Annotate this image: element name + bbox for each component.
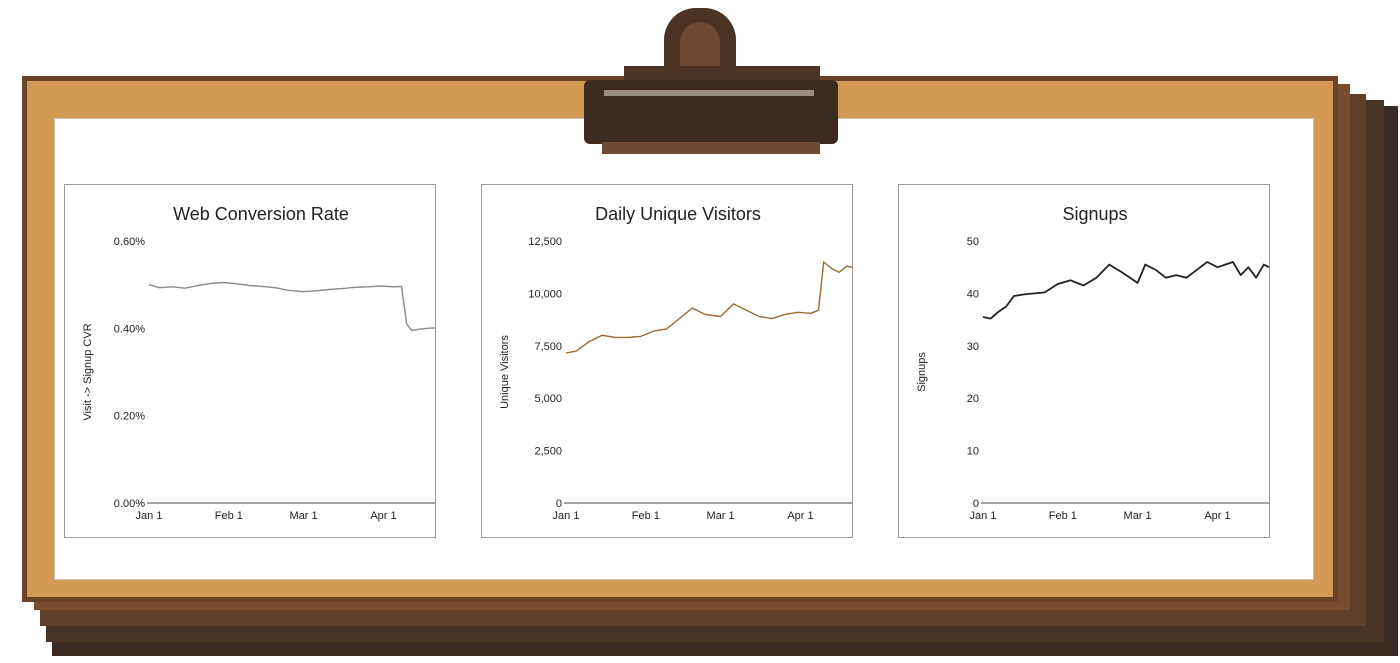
chart-title: Signups — [1062, 204, 1127, 224]
x-tick-label: Apr 1 — [370, 510, 396, 522]
y-tick-label: 0.40% — [114, 323, 145, 335]
clipboard-clip-lip — [602, 142, 820, 154]
x-tick-label: Feb 1 — [1049, 510, 1077, 522]
clipboard-clip-highlight — [604, 90, 814, 96]
y-tick-label: 20 — [967, 393, 979, 405]
x-tick-label: Mar 1 — [290, 510, 318, 522]
x-tick-label: Mar 1 — [707, 510, 735, 522]
chart-signups: Signups Signups 0 10 20 30 40 50 Jan 1 Feb 1 Mar 1… — [916, 204, 1270, 522]
y-tick-label: 10 — [967, 446, 979, 458]
y-tick-label: 12,500 — [528, 236, 562, 248]
chart-panel-signups: Signups Signups 0 10 20 30 40 50 Jan 1 Feb 1 Mar 1… — [898, 184, 1270, 538]
series-line — [148, 281, 436, 332]
x-tick-label: Jan 1 — [970, 510, 997, 522]
x-tick-label: Apr 1 — [787, 510, 813, 522]
x-tick-label: Feb 1 — [632, 510, 660, 522]
chart-panel-conversion: Web Conversion Rate Visit -> Signup CVR 0.… — [64, 184, 436, 538]
y-tick-label: 0 — [973, 498, 979, 510]
y-tick-label: 0 — [556, 498, 562, 510]
series-line — [982, 261, 1270, 320]
chart-visitors: Daily Unique Visitors Unique Visitors 0 2,5… — [499, 204, 853, 522]
x-tick-label: Apr 1 — [1204, 510, 1230, 522]
chart-conversion: Web Conversion Rate Visit -> Signup CVR 0.… — [82, 204, 436, 522]
x-tick-label: Jan 1 — [136, 510, 163, 522]
y-tick-label: 30 — [967, 341, 979, 353]
y-tick-label: 0.20% — [114, 411, 145, 423]
y-tick-label: 0.00% — [114, 498, 145, 510]
y-tick-label: 50 — [967, 236, 979, 248]
y-tick-label: 0.60% — [114, 236, 145, 248]
x-tick-label: Mar 1 — [1124, 510, 1152, 522]
y-axis-label: Unique Visitors — [499, 335, 511, 409]
y-axis-label: Signups — [916, 352, 928, 392]
chart-title: Web Conversion Rate — [173, 204, 349, 224]
y-tick-label: 10,000 — [528, 288, 562, 300]
y-tick-label: 5,000 — [534, 393, 562, 405]
y-axis-label: Visit -> Signup CVR — [82, 323, 94, 420]
series-line — [565, 261, 853, 354]
y-tick-label: 40 — [967, 288, 979, 300]
y-tick-label: 2,500 — [534, 446, 562, 458]
x-tick-label: Jan 1 — [553, 510, 580, 522]
chart-panel-visitors: Daily Unique Visitors Unique Visitors 0 2,5… — [481, 184, 853, 538]
clipboard-clip-ring — [680, 22, 720, 72]
chart-title: Daily Unique Visitors — [595, 204, 761, 224]
x-tick-label: Feb 1 — [215, 510, 243, 522]
y-tick-label: 7,500 — [534, 341, 562, 353]
